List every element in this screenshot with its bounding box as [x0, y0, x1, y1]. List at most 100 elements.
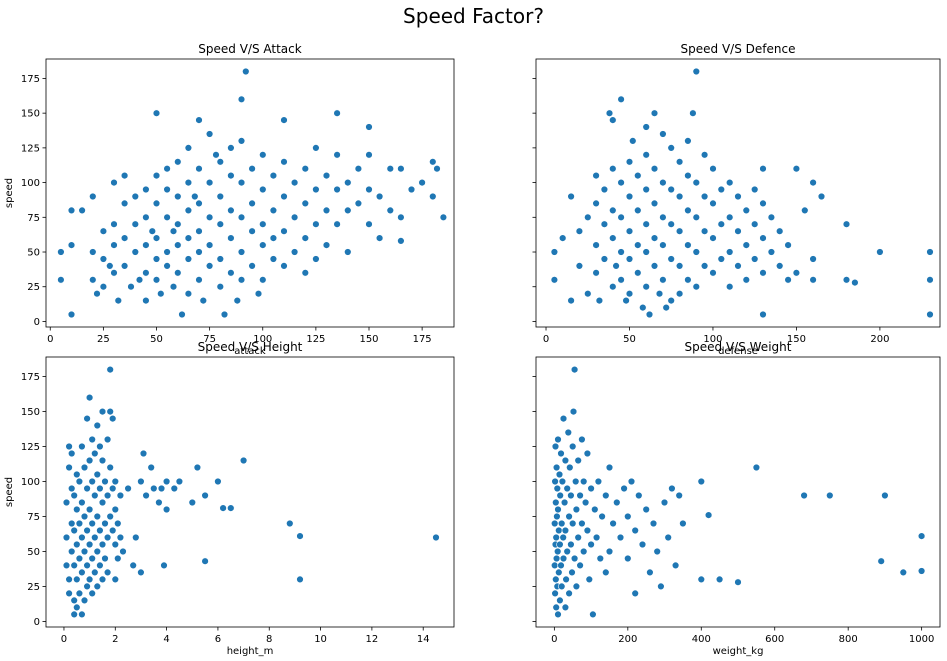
data-point: [581, 498, 590, 507]
data-point: [70, 610, 78, 619]
data-point: [842, 220, 851, 228]
data-point: [106, 365, 114, 374]
data-point: [725, 248, 734, 256]
data-point: [634, 269, 642, 277]
data-point: [565, 589, 573, 598]
data-point: [659, 276, 667, 284]
data-point: [624, 554, 632, 563]
data-point: [557, 519, 566, 528]
data-point: [296, 532, 304, 540]
data-point: [157, 484, 166, 493]
data-point: [103, 533, 112, 542]
data-point: [195, 248, 203, 256]
data-point: [152, 255, 161, 263]
data-point: [280, 262, 288, 270]
data-point: [684, 276, 692, 284]
x-tick-label: 50: [150, 334, 163, 345]
data-point: [553, 484, 561, 493]
data-point: [99, 227, 108, 235]
data-point: [65, 589, 73, 598]
data-point: [570, 554, 579, 563]
y-tick-label: 175: [21, 372, 40, 383]
data-point: [602, 491, 610, 500]
data-point: [78, 442, 86, 451]
data-point: [205, 241, 214, 249]
data-point: [598, 512, 606, 521]
data-point: [429, 192, 437, 201]
x-tick-label: 25: [97, 334, 110, 345]
data-point: [600, 255, 609, 263]
data-point: [556, 540, 564, 549]
data-point: [881, 491, 889, 500]
data-point: [675, 262, 684, 270]
data-point: [195, 199, 203, 208]
data-point: [605, 463, 614, 472]
data-point: [248, 199, 256, 208]
data-point: [675, 158, 684, 166]
data-point: [609, 283, 617, 291]
data-point: [160, 561, 168, 570]
data-point: [578, 435, 586, 444]
data-point: [567, 491, 575, 500]
data-point: [554, 610, 562, 619]
data-point: [555, 526, 563, 535]
data-point: [120, 234, 129, 242]
data-point: [589, 610, 597, 619]
data-point: [333, 185, 341, 194]
data-point: [675, 491, 683, 500]
data-point: [576, 491, 584, 500]
data-point: [553, 547, 562, 556]
data-point: [556, 491, 564, 500]
data-point: [93, 290, 101, 298]
data-point: [801, 206, 809, 215]
data-point: [184, 255, 193, 263]
data-point: [93, 547, 102, 556]
data-point: [227, 504, 235, 512]
scatter-panel-height: 0 2 4 6 8 10 12 14 0 25 50 75 100 125 150 175 Speed V/S …: [4, 340, 455, 657]
x-tick-label: 50: [623, 334, 636, 345]
data-point: [75, 519, 84, 528]
points-height: [62, 365, 440, 619]
data-point: [248, 165, 256, 173]
data-point: [375, 234, 384, 242]
data-point: [269, 255, 278, 263]
data-point: [80, 512, 89, 521]
data-point: [75, 477, 84, 486]
data-point: [62, 498, 71, 507]
data-point: [617, 248, 625, 256]
data-point: [88, 589, 96, 598]
data-point: [684, 171, 692, 180]
y-tick-label: 0: [34, 317, 40, 328]
data-point: [365, 185, 373, 194]
data-point: [809, 255, 817, 263]
data-point: [899, 568, 907, 577]
data-point: [73, 575, 81, 584]
data-point: [585, 575, 593, 584]
data-point: [734, 578, 742, 586]
data-point: [85, 505, 94, 514]
x-tick-label: 200: [870, 334, 889, 345]
data-point: [103, 568, 112, 577]
points-attack: [57, 67, 448, 319]
x-tick-label: 0: [47, 334, 53, 345]
data-point: [163, 262, 171, 270]
data-point: [280, 227, 288, 235]
data-point: [137, 568, 145, 577]
data-point: [562, 575, 570, 584]
plot-frame: [535, 356, 941, 628]
data-point: [322, 171, 331, 180]
data-point: [78, 568, 86, 577]
data-point: [96, 442, 104, 451]
data-point: [301, 165, 309, 173]
data-point: [642, 123, 650, 131]
x-axis-label: defense: [718, 346, 758, 357]
data-point: [594, 477, 603, 486]
data-point: [129, 561, 137, 570]
data-point: [239, 456, 248, 465]
x-axis-label: height_m: [227, 646, 274, 657]
data-point: [592, 171, 600, 180]
data-point: [551, 589, 559, 598]
data-point: [162, 477, 171, 486]
x-tick-label: 150: [359, 334, 378, 345]
data-point: [73, 540, 81, 549]
